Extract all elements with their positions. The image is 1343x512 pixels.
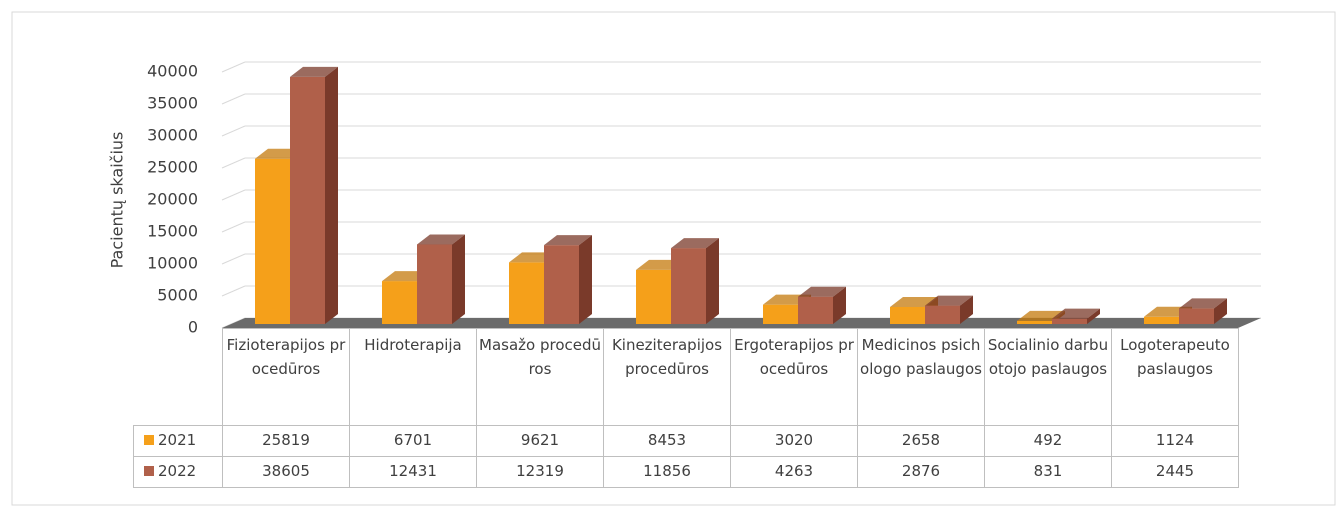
y-tick-label: 15000 (147, 222, 198, 241)
bar-front (544, 245, 579, 324)
bar-top (671, 238, 719, 249)
table-value: 1124 (1111, 425, 1239, 457)
grid-line (221, 93, 246, 105)
bar-top (890, 296, 938, 307)
grid-line (221, 221, 246, 233)
bar-top (544, 235, 592, 246)
bar-front (798, 296, 833, 324)
table-value: 8453 (603, 425, 731, 457)
legend-swatch (144, 435, 154, 445)
y-tick-label: 0 (188, 318, 198, 337)
category-label: Fizioterapijos procedūros (222, 328, 350, 426)
grid-line (221, 253, 246, 265)
table-value: 2658 (857, 425, 985, 457)
bar-front (417, 244, 452, 324)
legend-label: 2022 (158, 462, 197, 480)
bar-front (509, 262, 544, 324)
bar-top (290, 66, 338, 77)
category-label: Medicinos psichologo paslaugos (857, 328, 985, 426)
legend-item: 2022 (133, 456, 223, 488)
bar-front (1017, 320, 1052, 324)
bar (290, 66, 338, 324)
table-value: 38605 (222, 456, 350, 488)
category-label: Hidroterapija (349, 328, 477, 426)
bar-front (925, 305, 960, 324)
y-tick-label: 40000 (147, 62, 198, 81)
bar-side (579, 235, 592, 324)
bar-front (890, 306, 925, 324)
grid-line (221, 125, 246, 137)
category-label: Logoterapeuto paslaugos (1111, 328, 1239, 426)
bar (671, 238, 719, 324)
table-value: 9621 (476, 425, 604, 457)
category-label: Socialinio darbuotojo paslaugos (984, 328, 1112, 426)
grid-line (221, 189, 246, 201)
bar-front (255, 158, 290, 324)
table-value: 11856 (603, 456, 731, 488)
bar-front (290, 76, 325, 324)
table-value: 12319 (476, 456, 604, 488)
bar-front (1179, 308, 1214, 324)
grid-line (221, 157, 246, 169)
bar-front (636, 269, 671, 324)
bar-top (925, 295, 973, 306)
y-tick-label: 10000 (147, 254, 198, 273)
bar-side (1214, 298, 1227, 324)
bar-top (1052, 308, 1100, 319)
bar-front (1144, 316, 1179, 324)
y-tick-label: 5000 (157, 286, 198, 305)
bar-front (1052, 318, 1087, 324)
y-tick-label: 35000 (147, 94, 198, 113)
legend-label: 2021 (158, 431, 197, 449)
table-value: 3020 (730, 425, 858, 457)
table-value: 25819 (222, 425, 350, 457)
grid-line (221, 61, 246, 73)
y-tick-label: 20000 (147, 190, 198, 209)
table-value: 6701 (349, 425, 477, 457)
table-value: 12431 (349, 456, 477, 488)
bar (544, 235, 592, 324)
legend-swatch (144, 466, 154, 476)
bar-front (763, 304, 798, 324)
legend-item: 2021 (133, 425, 223, 457)
bar (417, 234, 465, 324)
bar (798, 286, 846, 324)
bar-side (452, 234, 465, 324)
y-tick-label: 25000 (147, 158, 198, 177)
bar-side (833, 286, 846, 324)
bar-front (382, 281, 417, 324)
table-value: 2876 (857, 456, 985, 488)
bar (925, 295, 973, 324)
table-value: 831 (984, 456, 1112, 488)
bar-side (325, 66, 338, 324)
bar (1179, 298, 1227, 324)
grid-line (221, 285, 246, 297)
y-tick-label: 30000 (147, 126, 198, 145)
bar-side (706, 238, 719, 324)
bar (1052, 308, 1100, 324)
category-label: Ergoterapijos procedūros (730, 328, 858, 426)
bar-side (1087, 308, 1100, 324)
table-value: 492 (984, 425, 1112, 457)
bar-front (671, 248, 706, 324)
category-label: Masažo procedūros (476, 328, 604, 426)
y-axis-label: Pacientų skaičius (108, 132, 127, 269)
floor (222, 318, 1261, 328)
chart-border (11, 11, 1336, 506)
bar-top (1179, 298, 1227, 309)
category-label: Kineziterapijos procedūros (603, 328, 731, 426)
bar-side (960, 295, 973, 324)
table-value: 2445 (1111, 456, 1239, 488)
bar-top (417, 234, 465, 245)
bar-top (798, 286, 846, 297)
table-value: 4263 (730, 456, 858, 488)
